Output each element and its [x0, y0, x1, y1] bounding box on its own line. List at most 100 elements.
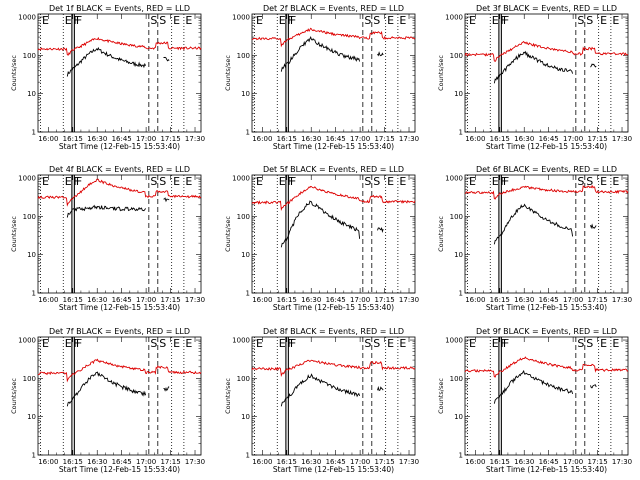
detector-panel: Det 6f BLACK = Events, RED = LLD 1 10 100 10… — [437, 165, 632, 312]
marker-label: F — [76, 337, 82, 350]
y-tick-label: 100 — [237, 213, 250, 221]
panel-title: Det 9f BLACK = Events, RED = LLD — [476, 327, 617, 336]
marker-label: E — [600, 175, 607, 188]
marker-label: F — [503, 337, 509, 350]
y-tick-label: 1 — [32, 290, 36, 298]
y-tick-label: 10 — [454, 251, 463, 259]
marker-label: E — [185, 175, 192, 188]
marker-label: E — [469, 175, 476, 188]
x-tick-label: 16:15 — [277, 458, 297, 466]
x-axis-label: Start Time (12-Feb-15 15:53:40) — [486, 465, 607, 474]
y-tick-label: 100 — [450, 52, 463, 60]
x-tick-label: 16:15 — [490, 135, 510, 143]
x-tick-label: 16:15 — [490, 296, 510, 304]
plot-frame — [464, 13, 629, 133]
marker-label: E — [42, 14, 49, 27]
marker-label: F — [287, 337, 293, 350]
x-tick-label: 17:30 — [399, 458, 419, 466]
x-tick-label: 16:45 — [326, 296, 346, 304]
y-tick-label: 10 — [241, 413, 250, 421]
marker-label: E — [399, 14, 406, 27]
x-tick-label: 16:30 — [301, 458, 321, 466]
marker-label: E — [387, 175, 394, 188]
y-tick-label: 1 — [459, 290, 463, 298]
y-tick-label: 1000 — [18, 337, 36, 345]
x-tick-label: 17:00 — [136, 458, 156, 466]
x-axis-label: Start Time (12-Feb-15 15:53:40) — [59, 142, 180, 151]
marker-label: S — [150, 14, 157, 27]
x-tick-label: 17:30 — [612, 135, 632, 143]
x-tick-label: 16:00 — [38, 458, 58, 466]
marker-label: E — [256, 14, 263, 27]
lld-series-line — [251, 359, 416, 377]
y-tick-label: 1000 — [445, 337, 463, 345]
y-axis-label: Counts/sec — [437, 216, 445, 252]
y-axis-label: Counts/sec — [10, 55, 18, 91]
marker-label: E — [492, 337, 499, 350]
y-tick-label: 10 — [454, 413, 463, 421]
lld-series-line — [37, 36, 202, 56]
marker-label: F — [500, 175, 506, 188]
x-tick-label: 17:00 — [136, 135, 156, 143]
x-tick-label: 16:45 — [326, 458, 346, 466]
x-tick-label: 17:00 — [350, 135, 370, 143]
events-series-line — [280, 36, 384, 72]
y-tick-label: 1 — [246, 129, 250, 137]
detector-panel: Det 2f BLACK = Events, RED = LLD 1 10 100 10… — [224, 4, 419, 151]
detector-panel: Det 3f BLACK = Events, RED = LLD 1 10 100 10… — [437, 4, 632, 151]
x-tick-label: 17:15 — [160, 296, 180, 304]
x-tick-label: 16:45 — [539, 458, 559, 466]
plot-frame — [37, 336, 202, 456]
marker-label: F — [503, 175, 509, 188]
y-tick-label: 1 — [459, 452, 463, 460]
x-tick-label: 16:30 — [87, 296, 107, 304]
x-tick-label: 16:15 — [63, 458, 83, 466]
x-tick-label: 17:00 — [563, 296, 583, 304]
events-series-line — [493, 369, 597, 404]
events-series-line — [280, 200, 384, 248]
y-tick-label: 1000 — [232, 337, 250, 345]
y-tick-label: 1 — [459, 129, 463, 137]
events-series-line — [493, 203, 597, 245]
y-tick-label: 1000 — [445, 175, 463, 183]
marker-label: S — [364, 175, 371, 188]
x-tick-label: 17:30 — [399, 135, 419, 143]
marker-label: E — [399, 175, 406, 188]
y-tick-label: 100 — [23, 52, 36, 60]
marker-label: F — [290, 14, 296, 27]
marker-label: F — [500, 337, 506, 350]
marker-label: F — [76, 175, 82, 188]
y-axis-label: Counts/sec — [437, 55, 445, 91]
x-tick-label: 16:30 — [87, 458, 107, 466]
y-tick-label: 100 — [23, 213, 36, 221]
y-tick-label: 10 — [454, 90, 463, 98]
marker-label: F — [73, 337, 79, 350]
x-tick-label: 17:15 — [587, 135, 607, 143]
marker-label: E — [185, 14, 192, 27]
x-tick-label: 17:30 — [185, 458, 205, 466]
x-tick-label: 16:00 — [465, 135, 485, 143]
x-tick-label: 16:45 — [112, 296, 132, 304]
plot-frame — [464, 336, 629, 456]
marker-label: E — [173, 337, 180, 350]
detector-panel: Det 7f BLACK = Events, RED = LLD 1 10 100 10… — [10, 327, 205, 474]
detector-panel: Det 1f BLACK = Events, RED = LLD 1 10 100 10… — [10, 4, 205, 151]
x-tick-label: 17:00 — [350, 458, 370, 466]
x-tick-label: 16:30 — [87, 135, 107, 143]
marker-label: E — [279, 175, 286, 188]
marker-label: E — [65, 14, 72, 27]
x-tick-label: 17:00 — [563, 458, 583, 466]
marker-label: S — [373, 14, 380, 27]
marker-label: E — [173, 14, 180, 27]
y-tick-label: 1000 — [18, 175, 36, 183]
panel-title: Det 4f BLACK = Events, RED = LLD — [49, 165, 190, 174]
lld-series-line — [37, 178, 201, 207]
lld-series-line — [464, 40, 629, 62]
marker-label: F — [73, 175, 79, 188]
x-tick-label: 17:15 — [587, 458, 607, 466]
marker-label: E — [387, 14, 394, 27]
plot-frame — [37, 174, 202, 294]
events-series-line — [66, 46, 170, 77]
marker-label: E — [65, 175, 72, 188]
marker-label: E — [42, 337, 49, 350]
